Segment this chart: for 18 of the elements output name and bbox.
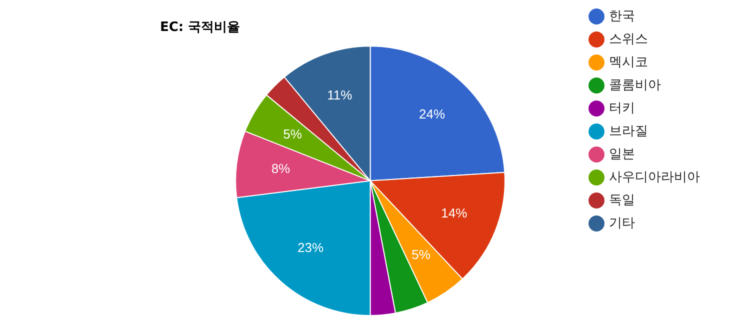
data-label: 14% xyxy=(441,206,468,221)
data-label: 8% xyxy=(271,161,291,176)
data-label: 11% xyxy=(327,87,353,102)
legend-label: 콜롬비아 xyxy=(609,78,661,93)
legend-label: 한국 xyxy=(609,8,635,24)
data-label: 5% xyxy=(412,247,431,262)
legend-label: 사우디아라비아 xyxy=(609,170,700,185)
data-label: 23% xyxy=(298,240,324,256)
legend-label: 브라질 xyxy=(609,124,648,139)
legend-label: 독일 xyxy=(609,192,635,208)
legend-label: 스위스 xyxy=(609,32,648,47)
data-label: 24% xyxy=(419,106,446,122)
legend-label: 멕시코 xyxy=(609,54,648,70)
legend-label: 기타 xyxy=(609,216,635,231)
text: EC: 국적비율 xyxy=(160,20,240,36)
legend-label: 터키 xyxy=(609,100,635,116)
data-label: 5% xyxy=(283,126,302,142)
legend-label: 일본 xyxy=(609,146,635,162)
